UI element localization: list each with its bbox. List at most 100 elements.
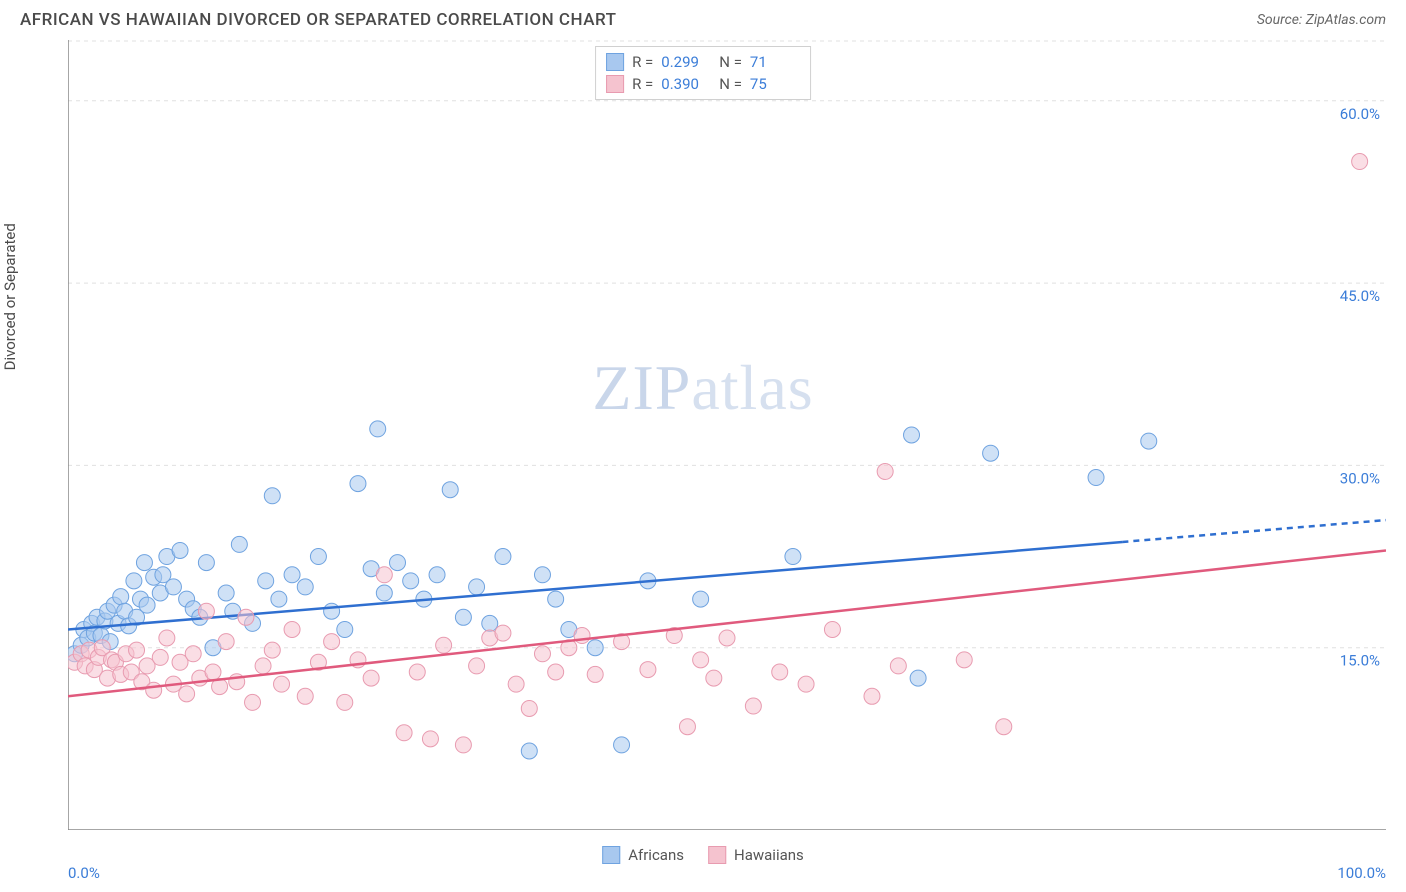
data-point (284, 621, 300, 637)
chart-area: Divorced or Separated 15.0%30.0%45.0%60.… (20, 40, 1386, 830)
data-point (508, 676, 524, 692)
data-point (396, 725, 412, 741)
data-point (1352, 154, 1368, 170)
data-point (205, 664, 221, 680)
data-point (258, 573, 274, 589)
data-point (172, 542, 188, 558)
x-min-label: 0.0% (68, 864, 100, 882)
regression-line (68, 550, 1386, 696)
legend-n-label: N = (719, 53, 742, 71)
data-point (370, 421, 386, 437)
chart-header: AFRICAN VS HAWAIIAN DIVORCED OR SEPARATE… (0, 0, 1406, 40)
data-point (218, 634, 234, 650)
data-point (324, 634, 340, 650)
data-point (409, 664, 425, 680)
data-point (693, 591, 709, 607)
data-point (521, 700, 537, 716)
legend-n-label: N = (719, 75, 742, 93)
data-point (255, 658, 271, 674)
data-point (284, 567, 300, 583)
data-point (482, 615, 498, 631)
data-point (679, 719, 695, 735)
data-point (910, 670, 926, 686)
data-point (198, 603, 214, 619)
data-point (264, 642, 280, 658)
y-tick-label: 15.0% (1340, 652, 1380, 670)
data-point (1141, 433, 1157, 449)
legend-label: Africans (628, 846, 684, 864)
data-point (436, 637, 452, 653)
legend-swatch (708, 846, 726, 864)
data-point (904, 427, 920, 443)
data-point (877, 463, 893, 479)
data-point (350, 476, 366, 492)
correlation-legend: R =0.299N =71R =0.390N =75 (595, 46, 811, 100)
y-tick-label: 45.0% (1340, 287, 1380, 305)
data-point (152, 649, 168, 665)
data-point (785, 549, 801, 565)
data-point (376, 585, 392, 601)
data-point (231, 536, 247, 552)
data-point (185, 646, 201, 662)
data-point (534, 567, 550, 583)
data-point (614, 737, 630, 753)
legend-swatch (606, 53, 624, 71)
y-tick-label: 30.0% (1340, 469, 1380, 487)
data-point (274, 676, 290, 692)
legend-r-value: 0.299 (661, 53, 711, 71)
series-legend: Africans Hawaiians (602, 846, 804, 864)
legend-item: Hawaiians (708, 846, 804, 864)
data-point (245, 694, 261, 710)
data-point (136, 555, 152, 571)
data-point (469, 658, 485, 674)
data-point (324, 603, 340, 619)
data-point (548, 664, 564, 680)
data-point (422, 731, 438, 747)
data-point (640, 662, 656, 678)
source-attribution: Source: ZipAtlas.com (1257, 12, 1386, 28)
data-point (218, 585, 234, 601)
data-point (495, 549, 511, 565)
scatter-plot: 15.0%30.0%45.0%60.0% (68, 40, 1386, 830)
data-point (271, 591, 287, 607)
data-point (824, 621, 840, 637)
data-point (521, 743, 537, 759)
data-point (146, 682, 162, 698)
data-point (390, 555, 406, 571)
data-point (455, 609, 471, 625)
legend-n-value: 75 (750, 75, 800, 93)
legend-r-value: 0.390 (661, 75, 711, 93)
y-axis-label: Divorced or Separated (1, 223, 19, 370)
data-point (587, 666, 603, 682)
data-point (864, 688, 880, 704)
data-point (337, 694, 353, 710)
data-point (429, 567, 445, 583)
data-point (455, 737, 471, 753)
data-point (179, 686, 195, 702)
source-prefix: Source: (1257, 12, 1306, 28)
data-point (129, 642, 145, 658)
legend-r-label: R = (632, 75, 653, 93)
data-point (693, 652, 709, 668)
legend-row: R =0.299N =71 (606, 51, 800, 73)
data-point (495, 625, 511, 641)
data-point (548, 591, 564, 607)
regression-line-extrapolated (1122, 520, 1386, 542)
legend-item: Africans (602, 846, 684, 864)
legend-row: R = 0.390 N = 75 (606, 73, 800, 95)
data-point (890, 658, 906, 674)
data-point (376, 567, 392, 583)
data-point (772, 664, 788, 680)
data-point (363, 670, 379, 686)
x-max-label: 100.0% (1337, 864, 1386, 882)
data-point (403, 573, 419, 589)
legend-swatch (606, 75, 624, 93)
data-point (996, 719, 1012, 735)
data-point (337, 621, 353, 637)
data-point (198, 555, 214, 571)
data-point (297, 579, 313, 595)
legend-label: Hawaiians (734, 846, 804, 864)
data-point (159, 630, 175, 646)
data-point (126, 573, 142, 589)
data-point (706, 670, 722, 686)
